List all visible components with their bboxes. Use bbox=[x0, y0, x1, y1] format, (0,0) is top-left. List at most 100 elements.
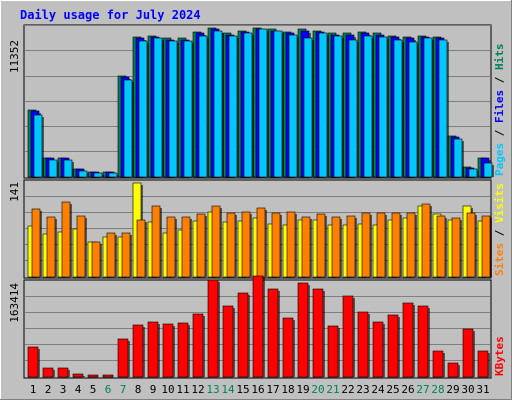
bar-kbytes-kbytes-day-3 bbox=[57, 367, 69, 378]
panel-kbytes: 163414 KBytes bbox=[8, 275, 506, 379]
bar-hits-files-pages-pages-day-2 bbox=[48, 159, 58, 178]
x-tick-label-day-7: 7 bbox=[120, 383, 127, 396]
x-tick-label-day-6: 6 bbox=[105, 383, 112, 396]
bar-kbytes-kbytes-day-11 bbox=[177, 322, 189, 378]
bar-sites-visits-sites-day-27 bbox=[421, 203, 431, 278]
bar-hits-files-pages-pages-day-11 bbox=[183, 40, 193, 178]
bar-kbytes-kbytes-day-10 bbox=[162, 323, 174, 378]
bar-kbytes-kbytes-day-24 bbox=[372, 321, 384, 378]
bar-sites-visits-sites-day-9 bbox=[151, 205, 161, 278]
bar-kbytes-kbytes-day-8 bbox=[132, 324, 144, 378]
bar-kbytes-kbytes-day-7 bbox=[117, 338, 129, 378]
bar-hits-files-pages-pages-day-7 bbox=[123, 79, 133, 178]
bar-sites-visits-sites-day-22 bbox=[346, 215, 356, 278]
bar-hits-files-pages-pages-day-15 bbox=[243, 32, 253, 178]
bar-kbytes-kbytes-day-16 bbox=[252, 275, 264, 378]
bar-sites-visits-sites-day-24 bbox=[376, 212, 386, 278]
bar-hits-files-pages-pages-day-27 bbox=[423, 37, 433, 178]
x-tick-label-day-13: 13 bbox=[206, 383, 219, 396]
bar-hits-files-pages-pages-day-25 bbox=[393, 39, 403, 178]
x-axis-day-labels: 1 2 3 4 5 6 7 8 9 10 11 12 13 14 15 16 17 18 19 20 21 22 23 24 2… bbox=[30, 383, 490, 396]
bar-sites-visits-sites-day-7 bbox=[121, 232, 131, 278]
bar-kbytes-kbytes-day-14 bbox=[222, 305, 234, 378]
panel-kbytes-ymax-label: 163414 bbox=[8, 283, 21, 323]
x-tick-label-day-8: 8 bbox=[135, 383, 142, 396]
x-tick-label-day-12: 12 bbox=[191, 383, 204, 396]
bar-sites-visits-sites-day-2 bbox=[46, 216, 56, 278]
bar-sites-visits-sites-day-29 bbox=[451, 217, 461, 278]
bar-hits-files-pages-pages-day-5 bbox=[93, 172, 103, 178]
panel-sites-visits: 141 Sites / Visits bbox=[8, 179, 506, 279]
bar-sites-visits-sites-day-20 bbox=[316, 213, 326, 278]
bar-hits-files-pages-pages-day-6 bbox=[108, 172, 118, 178]
x-tick-label-day-3: 3 bbox=[60, 383, 67, 396]
bar-kbytes-kbytes-day-5 bbox=[87, 374, 99, 378]
bar-hits-files-pages-pages-day-31 bbox=[483, 162, 493, 178]
panel-hits-bars bbox=[27, 27, 494, 178]
bar-kbytes-kbytes-day-6 bbox=[102, 374, 114, 378]
bar-kbytes-kbytes-day-26 bbox=[402, 302, 414, 378]
x-tick-label-day-19: 19 bbox=[296, 383, 309, 396]
panel-hits-legend: Pages / Files / Hits bbox=[493, 44, 506, 177]
bar-kbytes-kbytes-day-13 bbox=[207, 279, 219, 378]
bar-kbytes-kbytes-day-23 bbox=[357, 311, 369, 378]
bar-sites-visits-sites-day-16 bbox=[256, 207, 266, 278]
bar-sites-visits-sites-day-1 bbox=[31, 208, 41, 278]
x-tick-label-day-11: 11 bbox=[176, 383, 189, 396]
bar-hits-files-pages-pages-day-22 bbox=[348, 39, 358, 178]
panel-kbytes-bars bbox=[27, 275, 490, 378]
x-tick-label-day-24: 24 bbox=[371, 383, 385, 396]
panel-visits-ymax-label: 141 bbox=[8, 182, 21, 202]
bar-kbytes-kbytes-day-30 bbox=[462, 328, 474, 378]
x-tick-label-day-30: 30 bbox=[461, 383, 474, 396]
bar-sites-visits-sites-day-11 bbox=[181, 216, 191, 278]
bar-hits-files-pages-pages-day-3 bbox=[63, 159, 73, 178]
bar-sites-visits-sites-day-6 bbox=[106, 232, 116, 278]
bar-hits-files-pages-pages-day-20 bbox=[318, 32, 328, 178]
bar-kbytes-kbytes-day-25 bbox=[387, 314, 399, 378]
bar-hits-files-pages-pages-day-16 bbox=[258, 28, 268, 178]
x-tick-label-day-9: 9 bbox=[150, 383, 157, 396]
bar-hits-files-pages-pages-day-23 bbox=[363, 35, 373, 178]
bar-hits-files-pages-pages-day-4 bbox=[78, 170, 88, 178]
bar-kbytes-kbytes-day-2 bbox=[42, 367, 54, 378]
bar-hits-files-pages-pages-day-19 bbox=[303, 37, 313, 178]
bar-hits-files-pages-pages-day-10 bbox=[168, 40, 178, 178]
bar-sites-visits-sites-day-5 bbox=[91, 241, 101, 278]
bar-hits-files-pages-pages-day-8 bbox=[138, 40, 148, 178]
bar-kbytes-kbytes-day-31 bbox=[477, 350, 489, 378]
bar-hits-files-pages-pages-day-21 bbox=[333, 35, 343, 178]
bar-sites-visits-sites-day-30 bbox=[466, 212, 476, 278]
x-tick-label-day-10: 10 bbox=[161, 383, 174, 396]
x-tick-label-day-14: 14 bbox=[221, 383, 235, 396]
bar-hits-files-pages-pages-day-24 bbox=[378, 36, 388, 178]
bar-hits-files-pages-pages-day-28 bbox=[438, 39, 448, 178]
bar-hits-files-pages-pages-day-13 bbox=[213, 30, 223, 178]
panel-kbytes-legend: KBytes bbox=[493, 336, 506, 376]
bar-sites-visits-sites-day-14 bbox=[226, 212, 236, 278]
x-tick-label-day-18: 18 bbox=[281, 383, 294, 396]
bar-kbytes-kbytes-day-9 bbox=[147, 321, 159, 378]
bar-sites-visits-sites-day-12 bbox=[196, 213, 206, 278]
legend-hits: Hits bbox=[493, 44, 506, 71]
x-tick-label-day-21: 21 bbox=[326, 383, 339, 396]
bar-kbytes-kbytes-day-17 bbox=[267, 288, 279, 378]
bar-sites-visits-sites-day-31 bbox=[481, 215, 491, 278]
x-tick-label-day-17: 17 bbox=[266, 383, 279, 396]
x-tick-label-day-16: 16 bbox=[251, 383, 264, 396]
bar-sites-visits-sites-day-26 bbox=[406, 212, 416, 278]
legend-visits: Visits bbox=[493, 183, 506, 223]
bar-sites-visits-sites-day-3 bbox=[61, 201, 71, 278]
bar-kbytes-kbytes-day-1 bbox=[27, 346, 39, 378]
x-tick-label-day-22: 22 bbox=[341, 383, 354, 396]
bar-kbytes-kbytes-day-22 bbox=[342, 295, 354, 378]
bar-sites-visits-sites-day-18 bbox=[286, 211, 296, 278]
bar-hits-files-pages-pages-day-1 bbox=[33, 114, 43, 178]
bar-hits-files-pages-pages-day-14 bbox=[228, 35, 238, 178]
x-tick-label-day-28: 28 bbox=[431, 383, 444, 396]
x-tick-label-day-1: 1 bbox=[30, 383, 37, 396]
bar-hits-files-pages-pages-day-12 bbox=[198, 35, 208, 178]
legend-kbytes: KBytes bbox=[493, 336, 506, 376]
bar-kbytes-kbytes-day-15 bbox=[237, 292, 249, 378]
x-tick-label-day-20: 20 bbox=[311, 383, 324, 396]
